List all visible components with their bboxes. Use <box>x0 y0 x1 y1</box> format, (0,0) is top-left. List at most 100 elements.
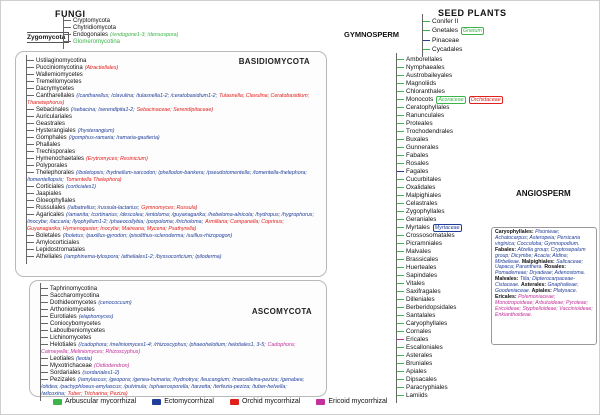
legend-swatch <box>53 398 62 405</box>
taxon-row: Lepidostromatales <box>27 247 319 254</box>
taxon-label: Wallemiomycetes <box>36 72 83 78</box>
taxon-label: Buxales <box>406 136 429 143</box>
branch-tick <box>423 48 430 50</box>
taxon-label: Laboulbeniomycetes <box>50 328 106 334</box>
taxon-label: Hysterangiales <box>36 128 76 134</box>
taxon-row: Thelephorales (/boletopsis; /hydnellum-sa… <box>27 170 319 184</box>
branch-tick <box>41 378 48 380</box>
branch-tick <box>41 343 48 345</box>
branch-tick <box>27 206 34 208</box>
branch-tick <box>397 354 404 356</box>
taxon-row: Bruniales <box>397 360 589 368</box>
branch-tick <box>397 370 404 372</box>
legend-item: Arbuscular mycorrhizal <box>53 398 136 405</box>
branch-tick <box>41 364 48 366</box>
taxon-row: Atheliales (/amphinema-tylospora; /atheli… <box>27 254 319 261</box>
taxon-label: Endogonales <box>73 32 109 38</box>
taxon-label: Fabales <box>406 152 429 159</box>
taxon-label: Agaricales <box>36 212 65 218</box>
taxon-label: Coniocybomycetes <box>50 321 101 327</box>
angiosperm-list: Amborellales Nymphaeales Austrobaileyales M… <box>396 53 592 403</box>
taxon-label: Rosales <box>406 160 429 167</box>
taxon-row: Gloeophyllales <box>27 198 319 205</box>
branch-tick <box>41 294 48 296</box>
taxon-annotation: (Atractiellales) <box>84 65 119 71</box>
taxon-row: Dacrymycetes <box>27 86 319 93</box>
branch-tick <box>397 242 404 244</box>
legend: Arbuscular mycorrhizal Ectomycorrhizal Orc… <box>53 398 387 405</box>
taxon-annotation: Tomentella Thelephora) <box>65 177 122 183</box>
taxon-annotation: Armillaria; Campanella; Coprinus; Guyana… <box>27 219 284 232</box>
taxon-label: Cycadales <box>432 46 463 53</box>
branch-tick <box>27 248 34 250</box>
branch-tick <box>423 29 430 31</box>
taxon-label: Pezizales <box>50 377 76 383</box>
branch-tick <box>27 66 34 68</box>
taxon-row: Agaricales (/amanita; /cortinarius; /desc… <box>27 212 319 233</box>
taxon-annotation: Cadophora; Cairneyella; Meliniomyces; Rh… <box>41 342 296 355</box>
ecto-ericoid-callout-box: Caryophyllales: Pisonieae; Achatocarpus;… <box>491 227 597 345</box>
branch-tick <box>27 136 34 138</box>
callout-order-label: Malpighiales: <box>521 258 557 265</box>
taxon-row: Escalloniales <box>397 344 589 352</box>
branch-tick <box>397 162 404 164</box>
taxon-row: Cantharellales (/cantharellus; /clavulina… <box>27 93 319 107</box>
taxon-row: Saccharomycotina <box>41 293 319 300</box>
taxon-row: Lamiids <box>397 392 589 400</box>
taxon-label: Nymphaeales <box>406 64 445 71</box>
taxon-label: Phallales <box>36 142 61 148</box>
taxon-label: Glomeromycotina <box>73 39 121 45</box>
fungi-title: FUNGI <box>55 9 86 19</box>
taxon-label: Amborellales <box>406 56 443 63</box>
branch-tick <box>27 80 34 82</box>
taxon-row: Hymenochaetales (Erytromyces; Resinicium) <box>27 156 319 163</box>
taxon-label: Apiales <box>406 368 427 375</box>
taxon-annotation: (/cantharellus; /clavulina; /tulasnella1… <box>76 93 218 99</box>
branch-tick <box>397 186 404 188</box>
taxon-label: Atheliales <box>36 254 63 260</box>
taxon-label: Arthoniomycetes <box>50 307 95 313</box>
taxon-label: Dothideomycetes <box>50 300 97 306</box>
branch-tick <box>397 178 404 180</box>
taxon-label: Jaapiales <box>36 191 62 197</box>
branch-tick <box>397 170 404 172</box>
callout-order-label: Caryophyllales: <box>495 229 536 235</box>
branch-tick <box>41 322 48 324</box>
taxon-label: Celastrales <box>406 200 438 207</box>
branch-tick <box>64 19 71 21</box>
taxon-label: Dilleniales <box>406 296 435 303</box>
taxon-row: Pinaceae <box>423 36 593 45</box>
taxon-row: Huerteales <box>397 264 589 272</box>
branch-tick <box>397 234 404 236</box>
legend-item: Ectomycorrhizal <box>152 398 214 405</box>
taxon-row: Auriculariales <box>27 114 319 121</box>
seed-plants-tree: SEED PLANTS GYMNOSPERM Conifer II Gnetale… <box>326 3 599 403</box>
taxon-row: Chloranthales <box>397 88 589 96</box>
taxon-annotation: (/hysterangium) <box>77 128 115 134</box>
callout-order-label: Malvales: <box>495 276 520 283</box>
taxon-row: Eurotiales (elaphomyces) <box>41 314 319 321</box>
branch-tick <box>397 194 404 196</box>
branch-tick <box>27 192 34 194</box>
taxon-label: Proteales <box>406 120 433 127</box>
taxon-label: Santalales <box>406 312 436 319</box>
legend-swatch <box>229 398 239 405</box>
taxon-label: Brassicales <box>406 256 439 263</box>
taxon-row: Wallemiomycetes <box>27 72 319 79</box>
branch-tick <box>397 98 404 100</box>
taxon-label: Sordariales <box>50 370 81 376</box>
branch-tick <box>27 143 34 145</box>
taxon-row: Ericales <box>397 336 589 344</box>
taxon-row: Trechisporales <box>27 149 319 156</box>
taxon-annotation: (/albatrellus; /russula-lactarius; <box>67 205 140 211</box>
branch-tick <box>397 74 404 76</box>
taxon-label: Vitales <box>406 280 425 287</box>
taxon-label: Ceratophyllales <box>406 104 450 111</box>
taxon-row: Malpighiales <box>397 192 589 200</box>
branch-tick <box>397 106 404 108</box>
callout-order-label: Apiales: <box>531 288 554 295</box>
callout-taxa-list: Platysace. <box>553 288 578 295</box>
branch-tick <box>397 202 404 204</box>
gymnosperm-list: Conifer II Gnetales Gnetum Pinaceae Cycadale… <box>422 14 596 57</box>
